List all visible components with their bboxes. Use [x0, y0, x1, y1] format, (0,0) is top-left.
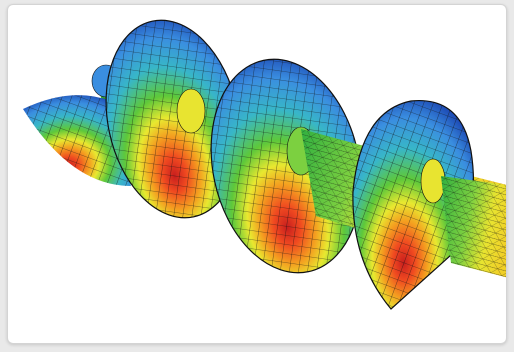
screw-conveyor-render	[23, 19, 506, 310]
image-card	[7, 4, 507, 344]
shaft-end	[441, 176, 506, 278]
flight-4	[352, 100, 475, 310]
flight-3	[210, 58, 362, 274]
flight-2	[105, 19, 241, 219]
